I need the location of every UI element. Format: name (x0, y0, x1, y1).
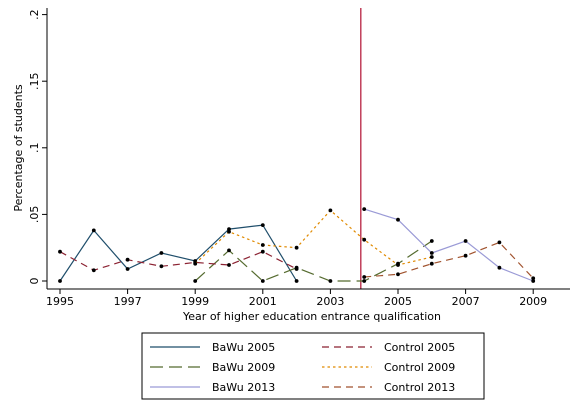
data-point (463, 239, 468, 243)
legend-label: Control 2009 (384, 361, 455, 374)
data-point (159, 251, 164, 255)
data-point (396, 272, 400, 277)
series-line-2 (194, 240, 433, 282)
legend-label: BaWu 2009 (212, 361, 275, 374)
data-point (362, 275, 367, 279)
data-point (227, 229, 231, 234)
data-point (328, 279, 333, 283)
data-point (531, 276, 536, 281)
series-line-3 (364, 208, 534, 282)
data-point (463, 253, 468, 258)
series-line-1 (59, 224, 298, 282)
data-point (260, 279, 265, 283)
y-tick-label: .1 (28, 143, 41, 154)
data-point (294, 245, 299, 250)
x-tick-label: 1997 (114, 295, 142, 308)
data-point (125, 267, 130, 271)
data-point (227, 263, 231, 267)
data-point (91, 228, 96, 233)
series-line-4 (59, 251, 297, 271)
data-point (429, 261, 434, 266)
data-point (396, 217, 400, 222)
legend: BaWu 2005 Control 2005 BaWu 2009 Control 20… (141, 332, 485, 400)
y-tick-label: .2 (28, 9, 41, 20)
data-point (294, 279, 299, 283)
x-axis-title: Year of higher education entrance qualif… (182, 310, 441, 323)
data-point (362, 207, 367, 212)
y-tick-label: .05 (28, 206, 41, 224)
legend-box (141, 332, 485, 400)
x-tick-label: 2005 (384, 295, 412, 308)
data-point (227, 248, 231, 253)
series-line-6 (364, 241, 534, 279)
data-point (260, 249, 265, 254)
data-point (362, 279, 367, 283)
data-point (294, 267, 299, 271)
data-point (260, 223, 265, 228)
y-tick-label: .15 (28, 72, 41, 90)
y-tick-label: 0 (28, 278, 41, 285)
legend-label: Control 2005 (384, 341, 455, 354)
y-axis-title: Percentage of students (12, 84, 25, 212)
data-point (227, 227, 231, 232)
x-tick-label: 2009 (519, 295, 547, 308)
legend-label: BaWu 2005 (212, 341, 275, 354)
data-point (429, 255, 434, 259)
x-tick-label: 1995 (46, 295, 74, 308)
data-point (429, 251, 434, 255)
legend-label: Control 2013 (384, 381, 455, 394)
x-tick-label: 2001 (249, 295, 277, 308)
data-point (531, 279, 536, 283)
legend-label: BaWu 2013 (212, 381, 275, 394)
axes: 1995 1997 1999 2001 2003 2005 2007 2009 0 .05 .1 .1… (28, 8, 570, 308)
plot-area (58, 8, 536, 289)
data-point (91, 268, 96, 273)
data-point (125, 257, 130, 262)
data-point (260, 243, 265, 247)
x-tick-label: 2003 (316, 295, 344, 308)
data-point (193, 279, 198, 283)
data-point (328, 208, 333, 213)
x-tick-label: 2007 (452, 295, 480, 308)
x-tick-label: 1999 (181, 295, 209, 308)
data-point (429, 239, 434, 243)
data-point (396, 263, 400, 267)
data-point (159, 264, 164, 269)
data-point (58, 279, 62, 283)
data-point (362, 237, 367, 242)
data-point (58, 249, 62, 254)
data-point (193, 261, 198, 266)
data-point (497, 265, 502, 270)
data-point (497, 240, 502, 245)
